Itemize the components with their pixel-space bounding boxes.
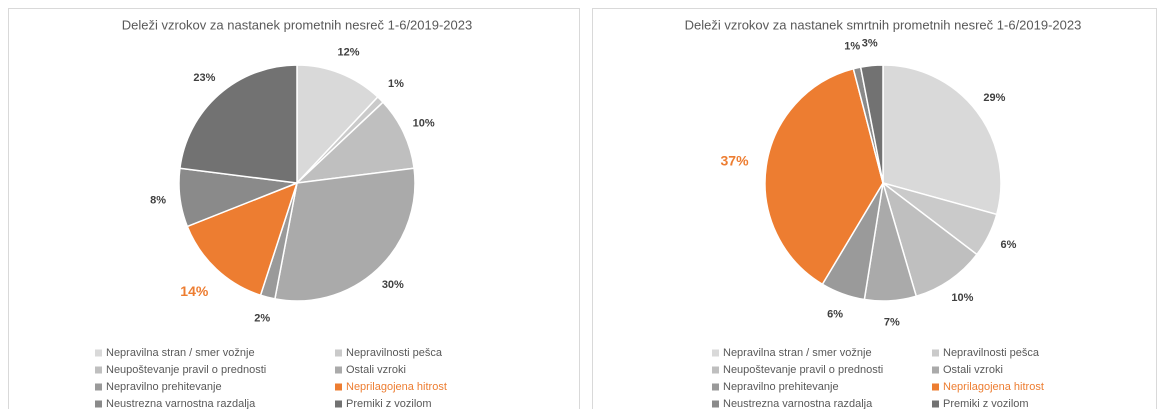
pie-slice [882, 64, 1002, 216]
legend-label: Premiki z vozilom [943, 398, 1029, 409]
legend-swatch [95, 400, 102, 408]
data-label: 14% [180, 283, 209, 299]
legend-label: Nepravilnosti pešca [943, 347, 1040, 359]
legend-swatch [95, 383, 102, 391]
data-label: 2% [254, 313, 270, 325]
legend-swatch [95, 349, 102, 357]
legend-label: Nepravilna stran / smer vožnje [106, 347, 255, 359]
pie-slice [296, 64, 379, 185]
legend-label: Neupoštevanje pravil o prednosti [106, 364, 266, 376]
legend-swatch [95, 366, 102, 374]
data-label: 6% [827, 308, 843, 320]
pie-slice [186, 181, 299, 297]
legend-swatch [335, 349, 342, 357]
chart-title: Deleži vzrokov za nastanek prometnih nes… [122, 17, 472, 32]
legend-swatch [335, 383, 342, 391]
legend-label: Nepravilnosti pešca [346, 347, 443, 359]
data-label: 1% [388, 78, 404, 90]
pie-slice [764, 67, 884, 286]
legend-swatch [712, 366, 719, 374]
legend-label: Neprilagojena hitrost [346, 381, 447, 393]
legend-swatch [712, 400, 719, 408]
data-label: 30% [382, 279, 404, 291]
data-label: 37% [721, 152, 750, 168]
legend-swatch [932, 349, 939, 357]
legend-label: Ostali vzroki [346, 364, 406, 376]
legend-label: Premiki z vozilom [346, 398, 432, 409]
pie-slice [294, 101, 415, 185]
legend-label: Neustrezna varnostna razdalja [106, 398, 256, 409]
data-label: 8% [150, 194, 166, 206]
chart-title: Deleži vzrokov za nastanek smrtnih prome… [685, 17, 1082, 32]
data-label: 10% [413, 117, 435, 129]
legend-label: Neupoštevanje pravil o prednosti [723, 364, 883, 376]
legend-swatch [932, 383, 939, 391]
pie-slice [179, 64, 298, 184]
legend-label: Neustrezna varnostna razdalja [723, 398, 873, 409]
legend-swatch [712, 349, 719, 357]
legend-label: Nepravilno prehitevanje [723, 381, 839, 393]
pie-slice [881, 181, 978, 298]
data-label: 23% [193, 72, 215, 84]
legend-label: Neprilagojena hitrost [943, 381, 1044, 393]
legend-swatch [712, 383, 719, 391]
data-label: 12% [338, 47, 360, 59]
legend-label: Ostali vzroki [943, 364, 1003, 376]
pie-slice [274, 167, 416, 302]
legend-swatch [932, 400, 939, 408]
legend-label: Nepravilno prehitevanje [106, 381, 222, 393]
legend-label: Nepravilna stran / smer vožnje [723, 347, 872, 359]
data-label: 6% [1000, 239, 1016, 251]
data-label: 29% [983, 92, 1005, 104]
pie-slice [859, 64, 884, 184]
data-label: 3% [862, 38, 878, 50]
legend-swatch [335, 366, 342, 374]
data-label: 7% [884, 317, 900, 329]
data-label: 10% [951, 292, 973, 304]
data-label: 1% [844, 40, 860, 52]
legend-swatch [335, 400, 342, 408]
legend-swatch [932, 366, 939, 374]
